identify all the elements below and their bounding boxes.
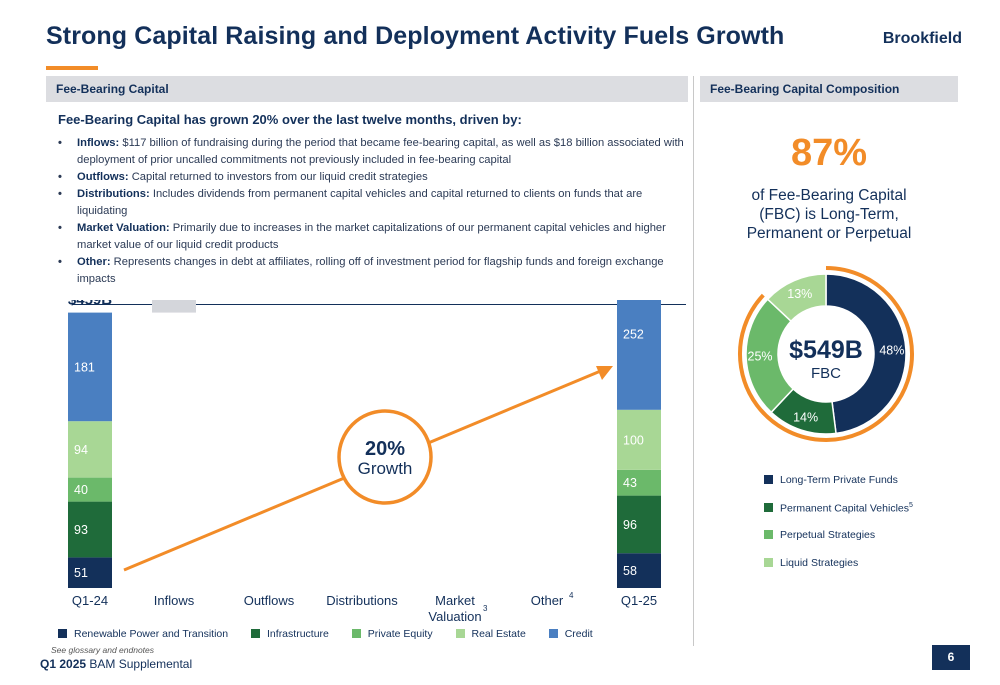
fee-bearing-capital-heading: Fee-Bearing Capital	[46, 76, 688, 102]
section-divider	[693, 76, 694, 646]
legend-item-infrastructure: Infrastructure	[251, 628, 329, 640]
x-tick-superscript: 4	[569, 591, 574, 600]
composition-heading: Fee-Bearing Capital Composition	[700, 76, 958, 102]
q1-25-bar-segment-label: 252	[623, 328, 644, 342]
bullet-market-valuation: • Market Valuation: Primarily due to incr…	[58, 222, 666, 251]
q1-24-bar-segment	[68, 501, 112, 558]
x-tick-label: Q1-25	[621, 593, 657, 608]
growth-arrowhead	[596, 366, 613, 380]
highlight-arc	[738, 266, 914, 442]
legend-swatch	[455, 629, 465, 638]
long-term-percent: 87%	[790, 132, 868, 174]
donut-slice	[825, 273, 907, 435]
q1-25-bar-segment	[617, 495, 661, 554]
donut-slice-label: 25%	[748, 350, 773, 364]
growth-circle	[337, 409, 433, 505]
legend-swatch	[764, 530, 773, 539]
q1-25-bar-segment-label: 43	[623, 476, 637, 490]
x-tick-superscript: 3	[483, 604, 488, 613]
growth-value: 20%	[365, 438, 405, 460]
x-tick-label: Other	[531, 593, 564, 608]
legend-item-liquid-strategies: Liquid Strategies	[764, 557, 913, 585]
legend-swatch	[251, 629, 261, 638]
footer-doc-title: Q1 2025 BAM Supplemental	[40, 657, 193, 671]
q1-25-bar-segment	[617, 300, 661, 410]
q1-24-bar-total-label: $459B	[68, 300, 112, 309]
donut-legend: Long-Term Private Funds Permanent Capita…	[764, 474, 913, 584]
brookfield-logo: Brookfield	[882, 30, 962, 47]
donut-slice-label: 13%	[787, 287, 812, 301]
legend-swatch	[548, 629, 558, 638]
waterfall-legend: Renewable Power and Transition Infrastru…	[58, 628, 613, 640]
q1-25-bar-segment-label: 96	[623, 518, 637, 532]
donut-center-value: $549B	[789, 336, 863, 364]
waterfall-chart: 51934094181$459B$135$(25)$(21)$10$(9)589…	[68, 300, 661, 624]
page-number: 6	[932, 645, 970, 670]
q1-25-bar-segment	[617, 469, 661, 496]
bullet-distributions: • Distributions: Includes dividends from …	[58, 188, 643, 217]
bullet-other: • Other: Represents changes in debt at af…	[58, 256, 664, 285]
title-accent-bar	[46, 66, 98, 70]
q1-25-bar-segment	[617, 553, 661, 588]
change-bar	[152, 300, 196, 313]
legend-item-long-term-private-funds: Long-Term Private Funds	[764, 474, 913, 502]
legend-swatch	[764, 503, 773, 512]
section-rule	[72, 304, 686, 305]
donut-slice-label: 48%	[879, 343, 904, 357]
legend-item-credit: Credit	[548, 628, 593, 640]
q1-24-bar-segment-label: 93	[74, 523, 88, 537]
q1-24-bar-segment-label: 51	[74, 566, 88, 580]
x-tick-label: Inflows	[154, 593, 195, 608]
fbc-description: of Fee-Bearing Capital (FBC) is Long-Ter…	[746, 187, 912, 242]
q1-25-bar-segment-label: 100	[623, 433, 644, 447]
x-tick-label: Distributions	[326, 593, 398, 608]
legend-swatch	[764, 557, 773, 567]
donut-slice	[766, 273, 827, 323]
q1-24-bar-segment-label: 181	[74, 360, 95, 374]
bullet-outflows: • Outflows: Capital returned to investors…	[58, 171, 428, 183]
q1-24-bar-segment	[68, 477, 112, 502]
footnote: See glossary and endnotes	[51, 645, 155, 655]
page-title: Strong Capital Raising and Deployment Ac…	[46, 22, 785, 50]
donut-center-label: FBC	[811, 365, 841, 382]
q1-25-bar-segment	[617, 409, 661, 470]
x-tick-label: Valuation	[428, 609, 481, 624]
growth-label: Growth	[358, 459, 413, 478]
legend-swatch	[351, 629, 361, 638]
legend-swatch	[58, 629, 67, 638]
q1-24-bar-segment-label: 94	[74, 443, 88, 457]
legend-item-private-equity: Private Equity	[351, 628, 433, 640]
bullet-inflows: • Inflows: $117 billion of fundraising du…	[58, 137, 684, 166]
x-tick-label: Market	[435, 593, 475, 608]
x-tick-label: Q1-24	[72, 593, 108, 608]
x-tick-label: Outflows	[244, 593, 295, 608]
q1-24-bar-segment-label: 40	[74, 483, 88, 497]
q1-24-bar-segment	[68, 312, 112, 422]
donut-slice-label: 14%	[793, 410, 818, 424]
q1-25-bar-segment-label: 58	[623, 564, 637, 578]
legend-item-renewable: Renewable Power and Transition	[58, 628, 228, 640]
legend-item-permanent-capital-vehicles: Permanent Capital Vehicles5	[764, 502, 913, 530]
legend-item-perpetual-strategies: Perpetual Strategies	[764, 529, 913, 557]
q1-24-bar-segment	[68, 421, 112, 478]
legend-swatch	[764, 475, 773, 484]
q1-24-bar-segment	[68, 557, 112, 588]
driver-bullets: • Inflows: $117 billion of fundraising du…	[58, 135, 688, 288]
legend-item-real-estate: Real Estate	[455, 628, 526, 640]
lead-statement: Fee-Bearing Capital has grown 20% over t…	[58, 112, 522, 127]
